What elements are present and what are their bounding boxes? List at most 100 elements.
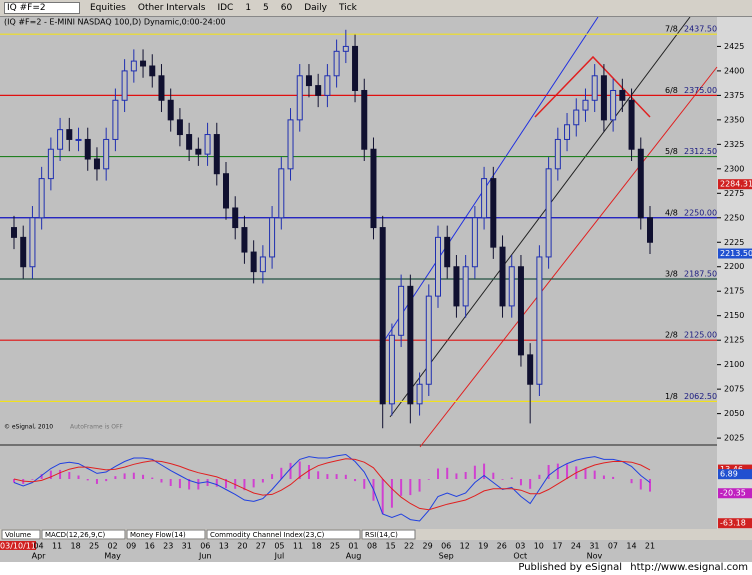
level-name: 7/8 (665, 25, 678, 34)
toolbar-button[interactable]: Tick (339, 3, 357, 13)
price-flag-label: 2284.31 (720, 180, 752, 189)
candle-body (591, 75, 598, 101)
candle-body (84, 138, 91, 160)
histogram-bar (298, 461, 301, 479)
panel-tab[interactable] (361, 529, 416, 540)
histogram-bar (252, 479, 255, 488)
toolbar-button[interactable]: 1 (245, 3, 252, 13)
indicator-flag-label: 6.89 (720, 470, 738, 479)
date-label: 20 (237, 542, 247, 551)
candle-body (361, 89, 368, 150)
histogram-bar (114, 476, 117, 479)
date-label: 22 (404, 542, 414, 551)
histogram-bar (13, 479, 15, 483)
panel-tab[interactable] (126, 529, 206, 540)
level-name: 1/8 (665, 392, 678, 401)
histogram-bar (132, 472, 135, 479)
candle-body (370, 148, 377, 229)
candle-body (241, 227, 248, 253)
panel-tab[interactable] (1, 529, 41, 540)
autoframe-note: AutoFrame is OFF (70, 424, 123, 431)
histogram-bar (151, 477, 154, 479)
histogram-bar (178, 479, 181, 489)
toolbar-button[interactable]: Equities (90, 3, 126, 13)
candle-body (324, 75, 331, 96)
histogram-bar (437, 468, 439, 479)
level-name: 3/8 (665, 269, 678, 278)
candle-body (167, 99, 174, 121)
histogram-bar (49, 470, 52, 479)
candle-body (600, 75, 607, 121)
pattern-line (534, 55, 651, 118)
candle-body (610, 89, 617, 121)
url: http://www.esignal.com (630, 562, 748, 573)
histogram-bar (547, 465, 550, 479)
candle-body (38, 178, 45, 219)
date-label: 11 (293, 542, 303, 551)
histogram-bar (630, 479, 633, 484)
candle-body (232, 207, 239, 229)
histogram-bar (280, 467, 283, 479)
histogram-bar (197, 479, 200, 490)
candle-body (140, 60, 147, 67)
panel-tab[interactable] (41, 529, 126, 540)
y-tick-label: 2425 (724, 42, 744, 51)
histogram-bar (584, 468, 587, 479)
date-label: 06 (441, 542, 451, 551)
histogram-bar (335, 474, 338, 479)
level-name: 4/8 (665, 208, 678, 217)
histogram-bar (501, 479, 504, 480)
y-tick-label: 2250 (724, 213, 744, 222)
histogram-bar (188, 479, 191, 490)
panel-tab[interactable] (206, 529, 361, 540)
histogram-bar (556, 463, 559, 479)
date-label: 14 (626, 542, 636, 551)
y-tick-label: 2150 (724, 311, 744, 320)
date-label: 23 (163, 542, 173, 551)
histogram-bar (271, 474, 274, 479)
date-label: 07 (608, 542, 618, 551)
y-tick-label: 2100 (724, 360, 744, 369)
level-name: 6/8 (665, 86, 678, 95)
panel-tab-label: Commodity Channel Index(23,C) (210, 531, 325, 539)
indicator-flag (718, 518, 752, 529)
date-label: 24 (571, 542, 581, 551)
candle-body (573, 109, 580, 126)
indicator-flag (718, 488, 752, 499)
toolbar-button[interactable]: Daily (304, 3, 328, 13)
histogram-bar (409, 479, 412, 496)
toolbar-button[interactable]: 60 (280, 3, 293, 13)
histogram-bar (160, 479, 163, 483)
panel-tab-label: Money Flow(14) (130, 531, 186, 539)
candle-body (213, 134, 220, 175)
candle-body (75, 138, 82, 141)
histogram-bar (483, 463, 486, 479)
histogram-bar (169, 479, 172, 486)
month-label: Jun (198, 552, 212, 561)
date-label: 21 (645, 542, 655, 551)
date-label: 11 (52, 542, 62, 551)
candle-body (508, 266, 515, 307)
histogram-bar (261, 479, 264, 483)
candle-body (103, 138, 110, 170)
plot-background (0, 17, 717, 529)
indicator-flag (718, 469, 752, 480)
symbol-box[interactable]: IQ #F=2 (4, 2, 80, 14)
histogram-bar (390, 479, 393, 508)
candle-body (628, 99, 635, 150)
date-label: 08 (367, 542, 377, 551)
date-label: 29 (423, 542, 433, 551)
candle-body (112, 99, 119, 140)
toolbar-button[interactable]: 5 (263, 3, 269, 13)
toolbar-button[interactable]: IDC (217, 3, 234, 13)
date-label: 03/10/11 (0, 542, 36, 551)
signal-line (13, 458, 651, 511)
level-label: 2250.00 (684, 208, 717, 217)
histogram-bar (68, 472, 71, 479)
toolbar-button[interactable]: Other Intervals (137, 3, 206, 13)
price-flag (718, 248, 752, 259)
histogram-bar (105, 479, 108, 482)
date-label: 17 (552, 542, 562, 551)
date-label: 02 (108, 542, 118, 551)
trend-line (389, 17, 691, 418)
